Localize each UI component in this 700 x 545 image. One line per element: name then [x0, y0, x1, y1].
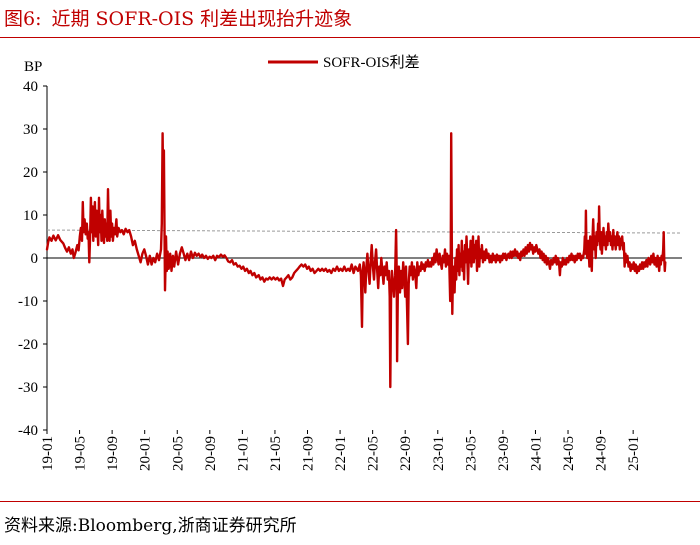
x-tick-label: 24-01: [528, 436, 544, 471]
y-tick-label: -10: [18, 294, 38, 310]
y-tick-label: 40: [23, 79, 38, 95]
x-tick-label: 20-01: [138, 436, 154, 471]
figure-title-text: 近期 SOFR-OIS 利差出现抬升迹象: [51, 8, 353, 30]
y-tick-label: -20: [18, 337, 38, 353]
y-tick-label: 30: [23, 122, 38, 138]
figure-title: 图6: 近期 SOFR-OIS 利差出现抬升迹象: [4, 4, 352, 31]
x-tick-label: 25-01: [626, 436, 642, 471]
y-tick-label: -30: [18, 380, 38, 396]
y-tick-label: -40: [18, 423, 38, 439]
y-tick-label: 0: [31, 251, 39, 267]
x-tick-label: 22-01: [333, 436, 349, 471]
chart: 40 30 20 10 0 -10 -20 -30 -40 BP 19-01 19-05 19-09 20…: [18, 54, 683, 471]
series-line: [45, 132, 667, 389]
y-axis-unit: BP: [24, 59, 42, 75]
x-tick-label: 21-01: [235, 436, 251, 471]
figure-number: 图6:: [4, 8, 42, 30]
x-tick-label: 23-09: [496, 436, 512, 471]
y-tick-label: 20: [23, 165, 38, 181]
axes: 40 30 20 10 0 -10 -20 -30 -40 BP 19-01 19-05 19-09 20…: [18, 59, 682, 471]
x-tick-label: 21-09: [301, 436, 317, 471]
x-tick-label: 23-05: [463, 436, 479, 471]
x-tick-label: 21-05: [268, 436, 284, 471]
title-rule: [0, 37, 700, 38]
x-tick-label: 20-09: [203, 436, 219, 471]
x-tick-label: 22-05: [366, 436, 382, 471]
source-rule: [0, 501, 700, 502]
x-tick-label: 20-05: [170, 436, 186, 471]
series-layer: [45, 132, 667, 389]
x-tick-label: 23-01: [431, 436, 447, 471]
legend: SOFR-OIS利差: [268, 54, 420, 71]
reference-line-group: [46, 229, 683, 234]
reference-line: [46, 229, 683, 234]
legend-label: SOFR-OIS利差: [323, 54, 420, 71]
source-note: 资料来源:Bloomberg,浙商证券研究所: [4, 516, 297, 536]
x-tick-label: 19-05: [73, 436, 89, 471]
x-tick-label: 24-09: [594, 436, 610, 471]
x-tick-label: 24-05: [561, 436, 577, 471]
x-tick-label: 22-09: [398, 436, 414, 471]
x-tick-label: 19-09: [105, 436, 121, 471]
y-tick-label: 10: [23, 208, 38, 224]
x-tick-label: 19-01: [40, 436, 56, 471]
